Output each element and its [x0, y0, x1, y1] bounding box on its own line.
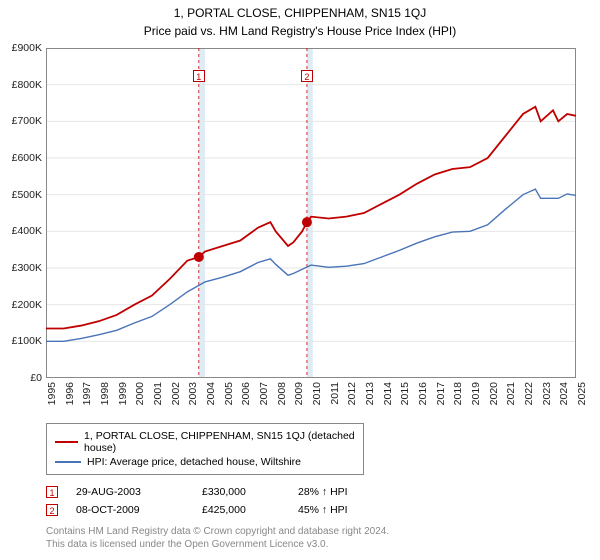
y-tick-label: £500K: [0, 189, 42, 201]
x-tick-label: 2013: [364, 382, 376, 405]
x-tick-label: 2007: [258, 382, 270, 405]
x-tick-label: 2017: [435, 382, 447, 405]
x-tick-label: 2004: [205, 382, 217, 405]
x-tick-label: 2010: [311, 382, 323, 405]
x-tick-label: 1999: [117, 382, 129, 405]
x-tick-label: 2008: [276, 382, 288, 405]
chart-subtitle: Price paid vs. HM Land Registry's House …: [0, 20, 600, 40]
vline-marker: 2: [301, 70, 313, 82]
legend-entry: HPI: Average price, detached house, Wilt…: [55, 455, 355, 469]
transaction-date: 29-AUG-2003: [76, 486, 196, 498]
attribution: Contains HM Land Registry data © Crown c…: [46, 525, 600, 551]
y-tick-label: £600K: [0, 152, 42, 164]
x-tick-label: 2012: [346, 382, 358, 405]
x-tick-label: 1995: [46, 382, 58, 405]
legend-swatch: [55, 461, 81, 463]
y-tick-label: £900K: [0, 42, 42, 54]
x-tick-label: 2019: [470, 382, 482, 405]
x-tick-label: 2024: [558, 382, 570, 405]
x-tick-label: 2006: [240, 382, 252, 405]
y-tick-label: £200K: [0, 299, 42, 311]
x-tick-label: 2022: [523, 382, 535, 405]
legend-label: HPI: Average price, detached house, Wilt…: [87, 456, 301, 468]
x-tick-label: 2020: [488, 382, 500, 405]
chart-title: 1, PORTAL CLOSE, CHIPPENHAM, SN15 1QJ: [0, 0, 600, 20]
vline-marker: 1: [193, 70, 205, 82]
x-tick-label: 2023: [541, 382, 553, 405]
transaction-price: £425,000: [202, 504, 292, 516]
chart-plot-area: £0£100K£200K£300K£400K£500K£600K£700K£80…: [46, 48, 600, 383]
attribution-line2: This data is licensed under the Open Gov…: [46, 538, 600, 551]
transaction-row: 1 29-AUG-2003 £330,000 28% ↑ HPI: [46, 483, 600, 501]
x-tick-label: 2018: [452, 382, 464, 405]
y-tick-label: £700K: [0, 115, 42, 127]
chart-svg: [46, 48, 576, 378]
attribution-line1: Contains HM Land Registry data © Crown c…: [46, 525, 600, 538]
x-tick-label: 2011: [329, 382, 341, 405]
transaction-pct: 45% ↑ HPI: [298, 504, 388, 516]
x-tick-label: 2025: [576, 382, 588, 405]
x-tick-label: 1996: [64, 382, 76, 405]
transactions-table: 1 29-AUG-2003 £330,000 28% ↑ HPI 2 08-OCT-200…: [46, 483, 600, 519]
x-tick-label: 2009: [293, 382, 305, 405]
x-tick-label: 2005: [223, 382, 235, 405]
x-tick-label: 1997: [81, 382, 93, 405]
x-tick-label: 1998: [99, 382, 111, 405]
y-tick-label: £100K: [0, 335, 42, 347]
x-tick-label: 2000: [134, 382, 146, 405]
y-tick-label: £400K: [0, 225, 42, 237]
y-tick-label: £0: [0, 372, 42, 384]
legend-entry: 1, PORTAL CLOSE, CHIPPENHAM, SN15 1QJ (d…: [55, 429, 355, 455]
x-tick-label: 2015: [399, 382, 411, 405]
transaction-marker: 1: [46, 486, 58, 498]
legend: 1, PORTAL CLOSE, CHIPPENHAM, SN15 1QJ (d…: [46, 423, 364, 475]
transaction-pct: 28% ↑ HPI: [298, 486, 388, 498]
transaction-row: 2 08-OCT-2009 £425,000 45% ↑ HPI: [46, 501, 600, 519]
legend-swatch: [55, 441, 78, 443]
x-tick-label: 2014: [382, 382, 394, 405]
x-tick-label: 2003: [187, 382, 199, 405]
legend-label: 1, PORTAL CLOSE, CHIPPENHAM, SN15 1QJ (d…: [84, 430, 355, 454]
x-tick-label: 2002: [170, 382, 182, 405]
x-tick-label: 2016: [417, 382, 429, 405]
x-tick-label: 2001: [152, 382, 164, 405]
x-tick-label: 2021: [505, 382, 517, 405]
transaction-marker: 2: [46, 504, 58, 516]
transaction-price: £330,000: [202, 486, 292, 498]
y-tick-label: £800K: [0, 79, 42, 91]
y-tick-label: £300K: [0, 262, 42, 274]
chart-container: 1, PORTAL CLOSE, CHIPPENHAM, SN15 1QJ Pr…: [0, 0, 600, 560]
transaction-date: 08-OCT-2009: [76, 504, 196, 516]
